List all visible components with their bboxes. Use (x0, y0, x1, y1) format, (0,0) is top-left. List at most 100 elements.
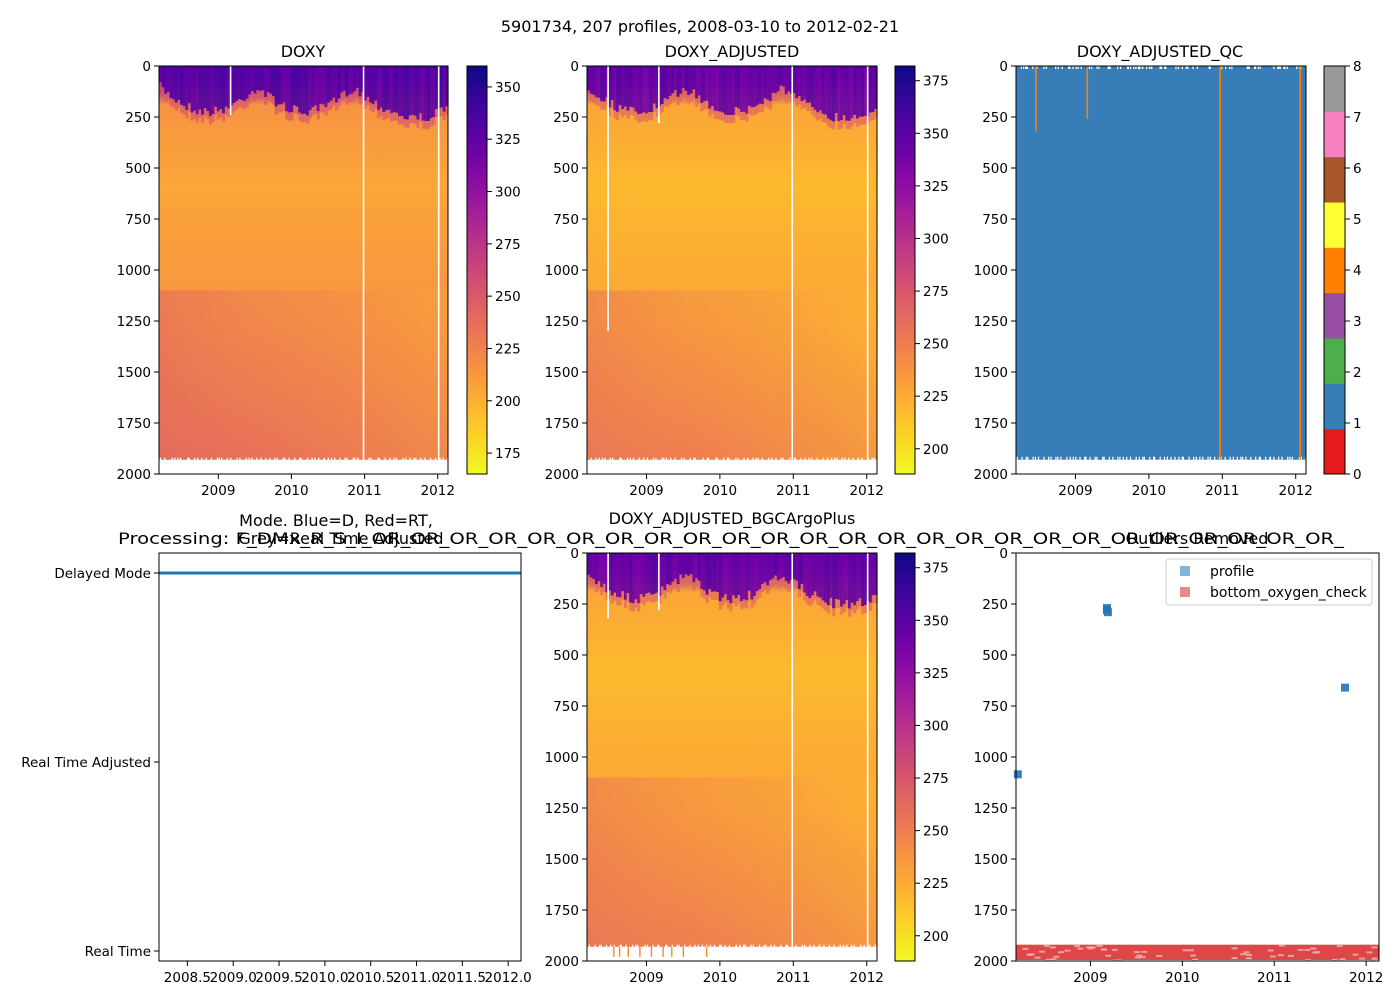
surface-column (303, 68, 307, 114)
bottom-gap (836, 457, 839, 470)
bottom-gap (874, 944, 876, 959)
transition-column (842, 604, 846, 613)
colorbar-gradient (467, 66, 487, 474)
surface-column (306, 68, 310, 116)
transition-column (797, 589, 802, 598)
surface-column (761, 68, 765, 105)
transition-column (710, 106, 715, 115)
bottom-oxygen-check-marker (1304, 948, 1311, 951)
bottom-gap (661, 457, 663, 469)
colorbar-tick-label: 350 (923, 613, 949, 629)
bottom-gap (701, 944, 703, 957)
transition-column (642, 596, 646, 606)
surface-column (721, 68, 725, 113)
surface-column (629, 555, 633, 603)
surface-column (787, 555, 791, 584)
top-gap (1043, 66, 1045, 69)
transition-column (713, 591, 717, 600)
transition-column (821, 600, 825, 609)
bottom-gap (735, 944, 737, 957)
bottom-gap (680, 457, 683, 466)
transition-column (398, 116, 402, 125)
bottom-gap (652, 457, 655, 472)
transition-column (668, 584, 672, 594)
top-gap (1246, 66, 1248, 69)
bottom-gap (384, 457, 386, 464)
top-gap (1229, 66, 1231, 69)
surface-column (776, 68, 781, 92)
bottom-gap (706, 457, 709, 465)
colorbar-tick-label: 0 (1353, 467, 1362, 483)
y-tick-label: 500 (553, 161, 579, 177)
surface-column (416, 68, 420, 120)
transition-column (198, 109, 202, 118)
surface-column (177, 68, 181, 100)
surface-column (589, 555, 593, 578)
transition-column (724, 114, 728, 123)
surface-column (729, 68, 733, 115)
bottom-gap (826, 457, 829, 470)
bottom-gap (276, 457, 278, 468)
surface-column (782, 555, 786, 578)
surface-column (837, 68, 841, 122)
transition-column (292, 105, 297, 114)
transition-column (824, 602, 828, 611)
bottom-gap (1224, 456, 1226, 469)
surface-column (792, 555, 796, 580)
y-tick-label: 2000 (545, 954, 579, 970)
transition-column (637, 114, 641, 123)
transition-column (623, 106, 628, 115)
surface-column (616, 555, 620, 597)
surface-column (716, 555, 720, 593)
x-tick-label: 2011 (1205, 483, 1239, 499)
bottom-oxygen-check-marker (1064, 949, 1071, 952)
surface-column (848, 555, 852, 609)
surface-column (358, 68, 362, 97)
bottom-gap (644, 944, 646, 952)
colorbar-tick-label: 325 (923, 179, 949, 195)
bottom-gap (1135, 456, 1137, 465)
bottom-gap (665, 457, 668, 467)
surface-column (816, 68, 820, 113)
surface-column (282, 68, 286, 103)
surface-column (645, 68, 649, 114)
y-tick-label: 0 (142, 59, 151, 75)
surface-column (269, 68, 273, 94)
surface-column (403, 68, 407, 120)
top-gap (1254, 66, 1257, 69)
bottom-gap (765, 944, 767, 955)
bottom-gap (590, 457, 592, 469)
colorbar-tick-label: 350 (495, 80, 521, 96)
bottom-oxygen-check-marker (1038, 950, 1045, 953)
transition-column (750, 107, 754, 116)
top-gap (1283, 66, 1285, 69)
bottom-gap (728, 457, 730, 469)
surface-column (379, 68, 383, 108)
transition-column (869, 602, 873, 611)
bottom-oxygen-check-marker (1074, 945, 1081, 948)
surface-column (666, 68, 670, 100)
surface-column (610, 555, 614, 596)
transition-column (600, 586, 604, 596)
transition-column (779, 85, 783, 94)
title-mode-line1: Mode. Blue=D, Red=RT, (239, 511, 433, 530)
surface-column (695, 555, 699, 579)
y-tick-label: 500 (982, 161, 1008, 177)
transition-column (631, 107, 636, 116)
transition-column (182, 106, 186, 115)
bottom-gap (187, 457, 189, 472)
transition-column (858, 598, 862, 607)
title-mode-line2: Grey=Real Time Adjusted (238, 529, 443, 548)
bottom-gap (1259, 456, 1261, 464)
transition-column (384, 110, 389, 119)
surface-column (658, 68, 662, 106)
y-tick-label: 1250 (117, 314, 151, 330)
colorbar-tick-label: 2 (1353, 365, 1362, 381)
bottom-gap (773, 944, 776, 953)
surface-column (185, 68, 189, 111)
bottom-gap (357, 457, 359, 465)
transition-column (201, 114, 205, 123)
top-gap (1069, 66, 1071, 69)
bottom-gap (395, 457, 397, 470)
bottom-oxygen-check-marker (1371, 957, 1378, 960)
